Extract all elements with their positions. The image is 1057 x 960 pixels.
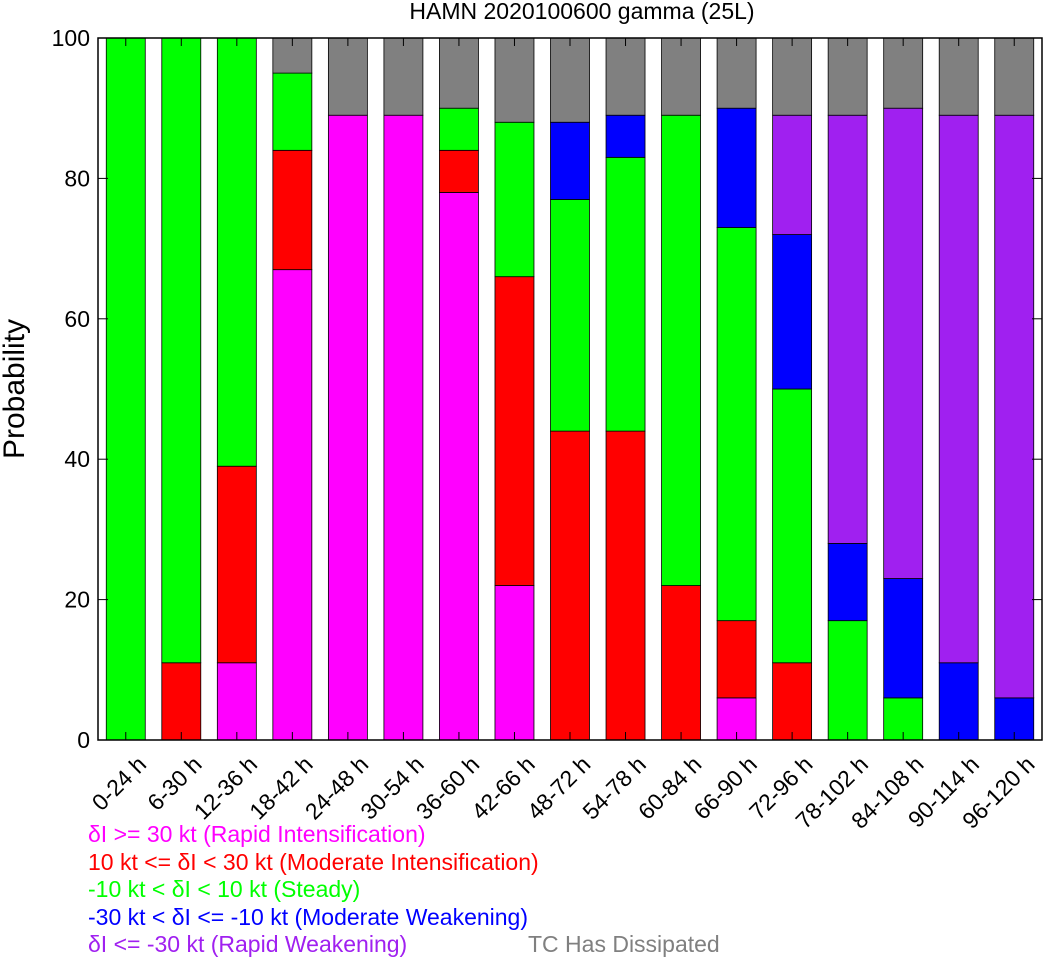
bar-segment-66-90-h-s2 bbox=[716, 227, 757, 622]
bar-segment-0-24-h-s2 bbox=[105, 37, 146, 741]
bar-segment-42-66-h-s1 bbox=[494, 276, 535, 586]
bar-segment-78-102-h-s2 bbox=[827, 620, 868, 741]
bar-segment-54-78-h-s5 bbox=[605, 37, 646, 116]
bar-segment-54-78-h-s3 bbox=[605, 114, 646, 158]
bar-segment-42-66-h-s2 bbox=[494, 121, 535, 278]
bar-segment-84-108-h-s3 bbox=[883, 578, 924, 699]
x-tick-label: 0-24 h bbox=[87, 751, 152, 816]
bar-segment-72-96-h-s1 bbox=[772, 662, 813, 741]
bar-segment-96-120-h-s4 bbox=[994, 114, 1035, 699]
bar-segment-24-48-h-s0 bbox=[327, 114, 368, 741]
bar-segment-18-42-h-s1 bbox=[272, 149, 313, 271]
bar-segment-42-66-h-s5 bbox=[494, 37, 535, 123]
bar-segment-66-90-h-s3 bbox=[716, 107, 757, 228]
bar-segment-96-120-h-s5 bbox=[994, 37, 1035, 116]
y-tick-label: 40 bbox=[64, 446, 90, 472]
bar-segment-48-72-h-s1 bbox=[550, 430, 590, 741]
bar-segment-90-114-h-s3 bbox=[938, 662, 979, 741]
y-tick-label: 0 bbox=[77, 727, 90, 753]
bar-segment-72-96-h-s5 bbox=[772, 37, 813, 116]
bar-segment-30-54-h-s5 bbox=[383, 37, 424, 116]
bar-segment-60-84-h-s2 bbox=[661, 114, 701, 586]
plot-frame bbox=[97, 37, 1043, 741]
bar-segment-84-108-h-s5 bbox=[883, 37, 924, 109]
chart-title: HAMN 2020100600 gamma (25L) bbox=[409, 0, 754, 24]
bar-segment-48-72-h-s5 bbox=[550, 37, 590, 123]
bar-segment-78-102-h-s3 bbox=[827, 543, 868, 622]
bar-segment-72-96-h-s2 bbox=[772, 388, 813, 664]
legend-rapid-intensification: δI >= 30 kt (Rapid Intensification) bbox=[88, 821, 426, 847]
bar-segment-42-66-h-s0 bbox=[494, 585, 535, 741]
bar-segment-78-102-h-s5 bbox=[827, 37, 868, 116]
bar-segment-6-30-h-s1 bbox=[161, 662, 202, 741]
bar-segment-54-78-h-s2 bbox=[605, 156, 646, 432]
y-tick-label: 100 bbox=[52, 25, 90, 51]
y-tick-label: 80 bbox=[64, 165, 90, 191]
bar-segment-30-54-h-s0 bbox=[383, 114, 424, 741]
bar-segment-36-60-h-s1 bbox=[439, 149, 479, 193]
bar-segment-12-36-h-s2 bbox=[216, 37, 257, 467]
bar-segment-36-60-h-s0 bbox=[439, 192, 479, 741]
bar-segment-36-60-h-s5 bbox=[439, 37, 479, 109]
bar-segment-72-96-h-s4 bbox=[772, 114, 813, 235]
bar-segment-54-78-h-s1 bbox=[605, 430, 646, 741]
bar-segment-18-42-h-s2 bbox=[272, 72, 313, 151]
legend-tc-dissipated: TC Has Dissipated bbox=[528, 931, 720, 957]
bar-segment-78-102-h-s4 bbox=[827, 114, 868, 544]
bar-segment-6-30-h-s2 bbox=[161, 37, 202, 664]
y-tick-label: 60 bbox=[64, 306, 90, 332]
y-tick-label: 20 bbox=[64, 587, 90, 613]
legend-moderate-weakening: -30 kt < δI <= -10 kt (Moderate Weakenin… bbox=[88, 904, 529, 930]
legend-moderate-intensification: 10 kt <= δI < 30 kt (Moderate Intensific… bbox=[88, 849, 539, 875]
bar-segment-48-72-h-s3 bbox=[550, 121, 590, 200]
bar-segment-12-36-h-s1 bbox=[216, 465, 257, 664]
bar-segment-24-48-h-s5 bbox=[327, 37, 368, 116]
bar-segment-66-90-h-s1 bbox=[716, 620, 757, 699]
bar-segment-90-114-h-s4 bbox=[938, 114, 979, 664]
legend-rapid-weakening: δI <= -30 kt (Rapid Weakening) bbox=[88, 931, 408, 957]
legend-steady: -10 kt < δI < 10 kt (Steady) bbox=[88, 876, 361, 902]
bar-segment-18-42-h-s0 bbox=[272, 269, 313, 741]
bar-segment-66-90-h-s5 bbox=[716, 37, 757, 109]
bar-segment-12-36-h-s0 bbox=[216, 662, 257, 741]
bar-segment-60-84-h-s1 bbox=[661, 585, 701, 741]
bar-segment-84-108-h-s4 bbox=[883, 107, 924, 579]
bar-segment-36-60-h-s2 bbox=[439, 107, 479, 151]
bar-segment-72-96-h-s3 bbox=[772, 234, 813, 390]
bar-segment-90-114-h-s5 bbox=[938, 37, 979, 116]
y-axis-label: Probability bbox=[0, 319, 31, 459]
bar-segment-48-72-h-s2 bbox=[550, 199, 590, 432]
bar-segment-60-84-h-s5 bbox=[661, 37, 701, 116]
